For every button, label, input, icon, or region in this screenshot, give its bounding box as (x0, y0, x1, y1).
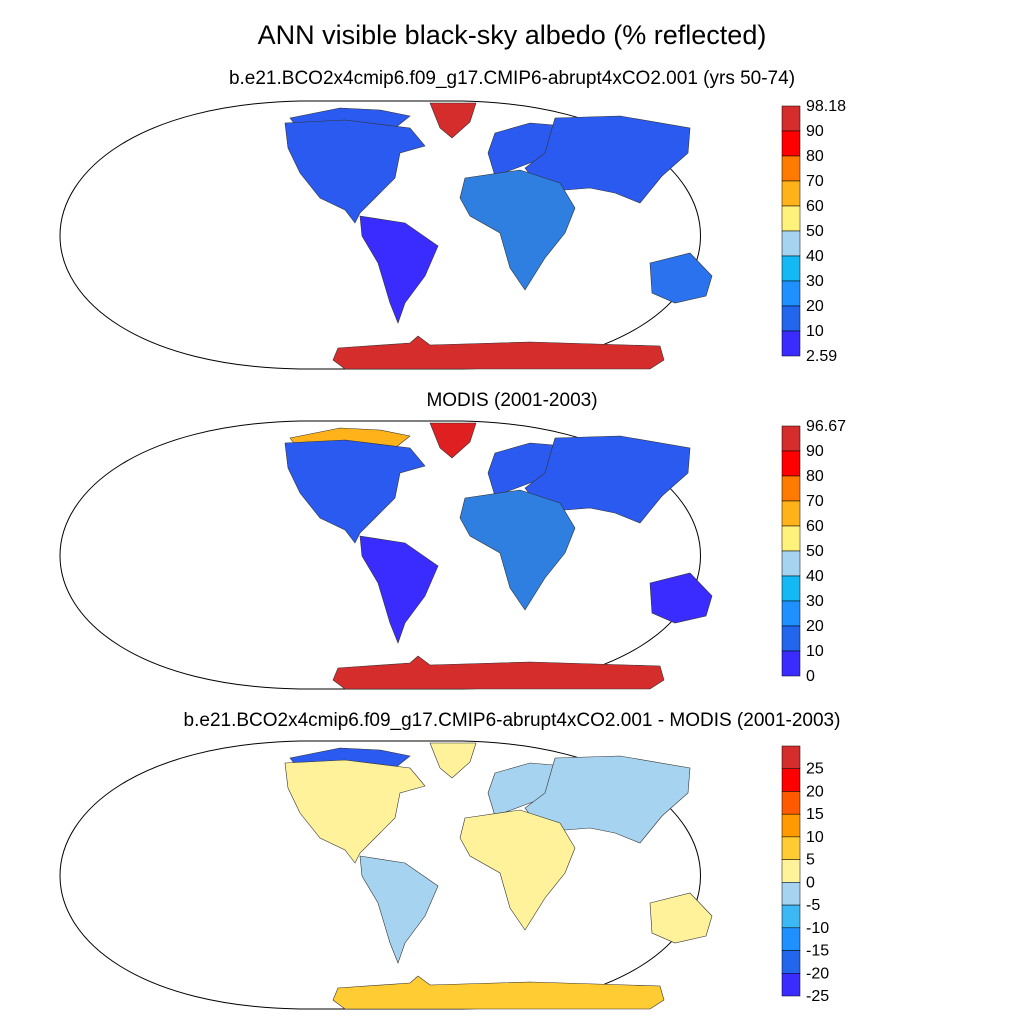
colorbar-swatch (781, 105, 801, 132)
colorbar-label: 80 (806, 148, 824, 165)
region-asia (524, 115, 691, 204)
colorbar-label: 60 (806, 518, 824, 535)
colorbar-label: 2.59 (806, 348, 837, 365)
colorbar-label: 0 (806, 668, 815, 685)
colorbar-label: -20 (806, 965, 829, 982)
colorbar-label: 50 (806, 223, 824, 240)
colorbar-swatch (781, 791, 801, 815)
region-greenland (429, 422, 477, 459)
colorbar-label: -10 (806, 920, 829, 937)
region-antarctica (332, 655, 665, 690)
colorbar-label: 30 (806, 593, 824, 610)
colorbar-swatch (781, 450, 801, 477)
colorbar-swatch (781, 927, 801, 951)
region-africa (459, 809, 576, 931)
region-south-america (359, 855, 439, 964)
colorbar-label: 70 (806, 173, 824, 190)
panel-2-title: MODIS (2001-2003) (426, 390, 598, 411)
colorbar-swatch (781, 425, 801, 452)
colorbar-panel-1: 98.18 90 80 70 60 50 40 30 20 10 2.59 (781, 98, 846, 365)
colorbar-label: 15 (806, 806, 824, 823)
region-australia (649, 252, 713, 304)
colorbar-swatch (781, 180, 801, 207)
panel-3-title: b.e21.BCO2x4cmip6.f09_g17.CMIP6-abrupt4x… (183, 710, 841, 731)
colorbar-label: 40 (806, 248, 824, 265)
colorbar-label: 20 (806, 618, 824, 635)
region-antarctica (332, 975, 665, 1010)
colorbar-swatch (781, 550, 801, 577)
colorbar-swatch (781, 859, 801, 883)
colorbar-swatch (781, 305, 801, 332)
region-africa (459, 169, 576, 291)
colorbar-swatch (781, 650, 801, 677)
region-greenland (429, 102, 477, 139)
colorbar-swatch (781, 745, 801, 769)
region-africa (459, 489, 576, 611)
panel-1-title: b.e21.BCO2x4cmip6.f09_g17.CMIP6-abrupt4x… (228, 68, 796, 89)
colorbar-swatch (781, 230, 801, 257)
colorbar-label: 20 (806, 783, 824, 800)
colorbar-label: 0 (806, 874, 815, 891)
map-panel-3 (59, 740, 713, 1010)
colorbar-label: 30 (806, 273, 824, 290)
colorbar-label: 50 (806, 543, 824, 560)
colorbar-label: 60 (806, 198, 824, 215)
colorbar-label: -15 (806, 943, 829, 960)
colorbar-panel-2: 96.67 90 80 70 60 50 40 30 20 10 0 (781, 418, 846, 685)
colorbar-label: -25 (806, 988, 829, 1005)
colorbar-swatch (781, 600, 801, 627)
colorbar-label: 20 (806, 298, 824, 315)
colorbar-swatch (781, 575, 801, 602)
colorbar-label: 10 (806, 323, 824, 340)
colorbar-label: 90 (806, 123, 824, 140)
colorbar-label: 5 (806, 852, 815, 869)
colorbar-label: 98.18 (806, 98, 846, 115)
region-north-america (284, 759, 426, 864)
colorbar-swatch (781, 475, 801, 502)
colorbar-label: 40 (806, 568, 824, 585)
colorbar-swatch (781, 130, 801, 157)
map-panel-2 (59, 420, 713, 690)
colorbar-label: -5 (806, 897, 820, 914)
region-australia (649, 892, 713, 944)
colorbar-label: 10 (806, 643, 824, 660)
colorbar-label: 10 (806, 829, 824, 846)
region-australia (649, 572, 713, 624)
map-panel-1 (59, 100, 713, 370)
region-north-america (284, 119, 426, 224)
colorbar-swatch (781, 836, 801, 860)
colorbar-swatch (781, 950, 801, 974)
region-north-america (284, 439, 426, 544)
colorbar-swatch (781, 205, 801, 232)
region-greenland (429, 742, 477, 779)
colorbar-swatch (781, 973, 801, 997)
colorbar-swatch (781, 255, 801, 282)
colorbar-swatch (781, 525, 801, 552)
colorbar-swatch (781, 500, 801, 527)
colorbar-label: 90 (806, 443, 824, 460)
region-south-america (359, 535, 439, 644)
colorbar-swatch (781, 280, 801, 307)
colorbar-swatch (781, 330, 801, 357)
colorbar-label: 96.67 (806, 418, 846, 435)
colorbar-label: 70 (806, 493, 824, 510)
region-asia (524, 435, 691, 524)
colorbar-swatch (781, 813, 801, 838)
colorbar-panel-3: 25 20 15 10 5 0 -5 -10 -15 -20 -25 (781, 745, 829, 1005)
colorbar-swatch (781, 904, 801, 929)
colorbar-swatch (781, 155, 801, 182)
colorbar-swatch (781, 882, 801, 906)
colorbar-swatch (781, 768, 801, 792)
colorbar-label: 80 (806, 468, 824, 485)
colorbar-label: 25 (806, 761, 824, 778)
region-south-america (359, 215, 439, 324)
colorbar-swatch (781, 625, 801, 652)
region-antarctica (332, 335, 665, 370)
main-title: ANN visible black-sky albedo (% reflecte… (257, 20, 767, 50)
region-asia (524, 755, 691, 844)
